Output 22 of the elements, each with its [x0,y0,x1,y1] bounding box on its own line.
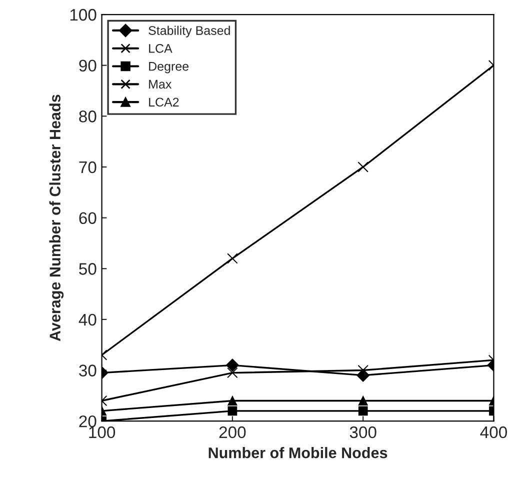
x-axis-title: Number of Mobile Nodes [208,447,388,458]
y-tick-label: 50 [79,263,96,275]
y-tick-label: 70 [79,161,96,174]
y-tick-label: 40 [78,314,96,326]
legend-label: Degree [149,62,188,74]
y-tick-label: 90 [79,60,96,72]
legend-label: Stability Based [148,26,230,38]
point [228,406,238,416]
x-tick-label: 400 [480,426,507,438]
y-tick-label: 80 [79,110,96,122]
x-tick-label: 200 [219,426,246,438]
legend-label: LCA [149,44,172,53]
x-tick-label: 300 [350,426,376,438]
y-tick-label: 20 [79,415,96,428]
y-tick-label: 30 [79,364,96,376]
y-tick-label: 60 [79,212,96,224]
y-axis-title: Average Number of Cluster Heads [49,94,64,342]
y-tick-label: 100 [70,8,96,21]
legend-label: Max [149,80,172,89]
point [358,406,368,416]
x-tick-label: 100 [89,426,116,438]
legend-label: LCA2 [149,98,179,107]
